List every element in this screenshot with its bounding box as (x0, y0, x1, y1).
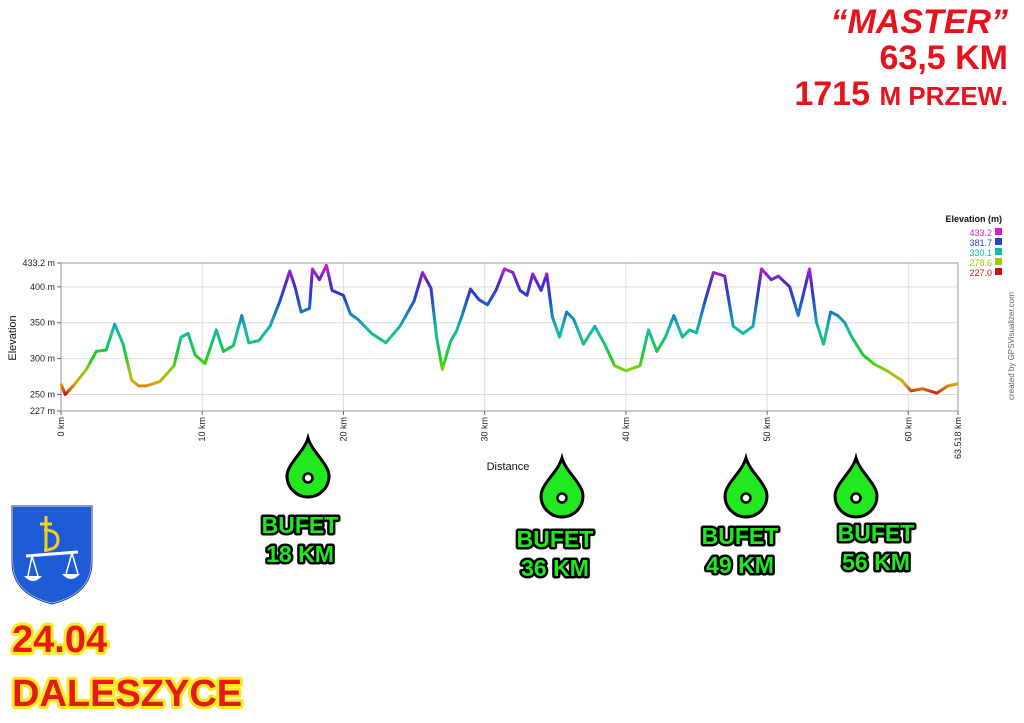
elevation-gain-unit: M PRZEW. (879, 81, 1008, 111)
coat-of-arms-logo (11, 505, 93, 606)
bufet-marker: BUFET 49 KM (699, 452, 781, 581)
route-elevation-gain: 1715 M PRZEW. (794, 76, 1008, 114)
y-axis-ticks: 433.2 m 400 m 350 m 300 m 250 m 227 m (22, 258, 61, 416)
location-pin-icon (539, 452, 585, 519)
legend-swatch (995, 248, 1002, 255)
elevation-series-line (59, 263, 959, 396)
x-tick-label: 50 km (762, 417, 772, 442)
legend-title: Elevation (m) (945, 214, 1002, 224)
legend-entry-label: 330.1 (969, 248, 992, 258)
pin-dot-icon (556, 492, 568, 504)
y-tick-label: 300 m (30, 354, 55, 364)
pin-dot-icon (850, 492, 862, 504)
legend-swatch (995, 268, 1002, 275)
pin-dot-icon (740, 492, 752, 504)
bufet-km: 56 KM (842, 549, 910, 575)
bufet-km: 36 KM (521, 555, 589, 581)
bufet-markers: BUFET 18 KM BUFET 36 KM BUFET 49 KM BUFET 56 KM (259, 432, 917, 584)
x-tick-label: 40 km (621, 417, 631, 442)
x-tick-label: 30 km (480, 417, 490, 442)
legend-swatch (995, 258, 1002, 265)
location-pin-icon (833, 452, 879, 519)
x-tick-label: 20 km (338, 417, 348, 442)
location-pin-icon (285, 432, 331, 499)
y-tick-label: 227 m (30, 406, 55, 416)
x-axis-ticks: 0 km 10 km 20 km 30 km 40 km 50 km 60 km 63.518… (56, 411, 963, 459)
y-tick-label: 250 m (30, 389, 55, 399)
x-axis-title: Distance (487, 461, 530, 473)
x-tick-label: 60 km (903, 417, 913, 442)
x-tick-label: 63.518 km (953, 417, 963, 459)
x-tick-label: 10 km (197, 417, 207, 442)
legend-entry-label: 433.2 (969, 228, 992, 238)
event-date: 24.04 (12, 619, 107, 661)
legend-entry-label: 227.0 (969, 268, 992, 278)
bufet-label: BUFET (838, 520, 915, 546)
elevation-gain-value: 1715 (794, 75, 880, 113)
legend-swatch (995, 228, 1002, 235)
route-name: “MASTER” (830, 3, 1008, 41)
location-pin-icon (723, 452, 769, 519)
bufet-label: BUFET (517, 526, 594, 552)
legend-entry-label: 381.7 (969, 238, 992, 248)
route-distance: 63,5 KM (879, 39, 1009, 77)
bufet-marker: BUFET 56 KM (833, 452, 917, 578)
bufet-km: 49 KM (706, 552, 774, 578)
credit-text: created by GPSVisualizer.com (1007, 292, 1016, 400)
chart-grid (61, 262, 958, 412)
bufet-marker: BUFET 36 KM (514, 452, 596, 584)
y-tick-label: 400 m (30, 282, 55, 292)
bufet-label: BUFET (702, 523, 779, 549)
x-tick-label: 0 km (56, 417, 66, 437)
legend-entry-label: 278.6 (969, 258, 992, 268)
plot-frame (60, 262, 959, 412)
event-place: DALESZYCE (12, 673, 242, 715)
bufet-label: BUFET (262, 512, 339, 538)
bufet-marker: BUFET 18 KM (259, 432, 341, 570)
title-block: “MASTER” 63,5 KM 1715 M PRZEW. (794, 4, 1008, 114)
legend-swatch (995, 238, 1002, 245)
pin-dot-icon (302, 472, 314, 484)
bufet-km: 18 KM (266, 541, 334, 567)
y-tick-label: 433.2 m (22, 258, 55, 268)
y-tick-label: 350 m (30, 318, 55, 328)
y-axis-title: Elevation (7, 315, 19, 360)
